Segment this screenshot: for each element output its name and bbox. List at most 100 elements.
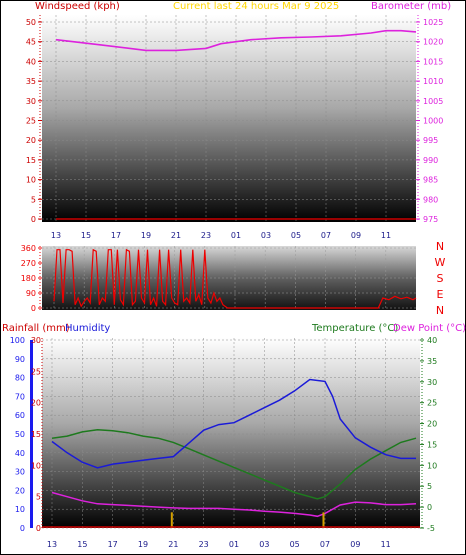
bottom-x-tick-label: 05 [290,540,300,549]
bottom-x-tick-label: 23 [199,540,209,549]
top-series [55,29,417,220]
barometer-tick-label: 1015 [423,57,443,66]
temperature-line [51,429,417,500]
humidity-tick-label: 10 [15,505,25,514]
humidity-tick-label: 40 [15,449,25,458]
direction-letter: N [436,240,444,253]
bottom-x-tick-label: 11 [381,540,391,549]
temp-humidity-panel: Rainfall (mm) Humidity Temperature (°C) … [2,323,466,549]
barometer-line [55,29,417,52]
direction-plot-area [42,246,416,310]
top-x-tick-label: 01 [231,231,241,240]
barometer-tick-label: 1000 [423,117,443,126]
humidity-tick-label: 80 [15,374,25,383]
temperature-tick-label: 35 [427,357,437,366]
temperature-tick-label: 30 [427,378,437,387]
rainfall-tick-label: 30 [31,336,41,345]
bottom-plot-area [42,338,420,528]
windspeed-tick-label: 15 [26,156,36,165]
top-x-tick-label: 05 [291,231,301,240]
top-x-tick-label: 07 [321,231,331,240]
rainfall-axis-label: Rainfall (mm) [2,323,70,334]
temperature-tick-label: 40 [427,336,437,345]
bottom-series [42,378,420,528]
direction-tick-label: 180 [21,274,36,283]
barometer-tick-label: 1020 [423,38,443,47]
chart-title: Current last 24 hours Mar 9 2025 [173,1,339,12]
humidity-ticks: 0 10 20 30 40 50 60 70 80 90 100 [10,336,25,533]
rainfall-tick-label: 5 [36,493,41,502]
top-x-tick-label: 23 [201,231,211,240]
rainfall-tick-label: 25 [31,367,41,376]
temperature-ticks: -5 0 5 10 15 20 25 30 35 40 [420,336,437,533]
direction-letter: E [437,288,444,301]
barometer-tick-label: 975 [423,215,438,224]
direction-tick-label: 0 [31,304,36,313]
bottom-x-tick-label: 01 [229,540,239,549]
temperature-tick-label: 25 [427,399,437,408]
bottom-x-ticks: 13 15 17 19 21 23 01 03 05 07 09 11 [47,540,391,549]
top-gridlines [42,15,416,222]
humidity-tick-label: 60 [15,411,25,420]
humidity-tick-label: 90 [15,355,25,364]
temperature-tick-label: 10 [427,461,437,470]
humidity-tick-label: 0 [20,524,25,533]
windspeed-tick-label: 20 [26,136,36,145]
rainfall-ticks: 0 5 10 15 20 25 30 [31,336,43,533]
rainfall-tick-label: 0 [36,524,41,533]
humidity-tick-label: 70 [15,392,25,401]
temperature-axis-label: Temperature (°C) [311,323,398,334]
top-x-ticks: 13 15 17 19 21 23 01 03 05 07 09 11 [51,231,391,240]
bottom-x-tick-label: 13 [47,540,57,549]
temperature-tick-label: 20 [427,420,437,429]
top-x-tick-label: 13 [51,231,61,240]
direction-series [53,248,417,309]
top-x-tick-label: 09 [351,231,361,240]
humidity-axis-bar [30,340,33,528]
humidity-axis-label: Humidity [65,323,110,334]
humidity-tick-label: 50 [15,430,25,439]
barometer-tick-label: 985 [423,176,438,185]
windspeed-tick-label: 30 [26,97,36,106]
direction-letter: N [436,304,444,317]
bottom-x-tick-label: 03 [259,540,269,549]
rainfall-tick-label: 15 [31,430,41,439]
barometer-tick-label: 1025 [423,18,443,27]
top-x-tick-label: 19 [141,231,151,240]
direction-tick-label: 270 [21,259,36,268]
rainfall-tick-label: 10 [31,461,41,470]
top-x-tick-label: 21 [171,231,181,240]
windspeed-tick-label: 40 [26,57,36,66]
windspeed-axis-label: Windspeed (kph) [35,1,120,12]
humidity-tick-label: 100 [10,336,25,345]
temperature-tick-label: 0 [427,503,432,512]
windspeed-tick-label: 45 [26,38,36,47]
barometer-tick-label: 980 [423,195,438,204]
direction-ticks: 360 270 180 90 0 [21,244,42,313]
temperature-tick-label: -5 [427,524,435,533]
direction-letter: W [435,256,446,269]
bottom-x-tick-label: 17 [108,540,118,549]
direction-gridlines [42,246,416,310]
windspeed-tick-label: 5 [31,195,36,204]
wind-direction-line [53,248,417,309]
humidity-tick-label: 20 [15,486,25,495]
bottom-x-tick-label: 15 [77,540,87,549]
barometer-tick-label: 1005 [423,97,443,106]
temperature-tick-label: 15 [427,440,437,449]
pressure-wind-panel: Windspeed (kph) Current last 24 hours Ma… [26,1,451,240]
barometer-tick-label: 995 [423,136,438,145]
rainfall-tick-label: 20 [31,399,41,408]
barometer-axis-label: Barometer (mb) [371,1,451,12]
barometer-tick-label: 990 [423,156,438,165]
top-x-tick-label: 03 [261,231,271,240]
top-x-tick-label: 15 [81,231,91,240]
bottom-x-tick-label: 21 [168,540,178,549]
windspeed-tick-label: 35 [26,77,36,86]
direction-tick-label: 90 [26,289,36,298]
windspeed-tick-label: 10 [26,176,36,185]
temperature-tick-label: 5 [427,482,432,491]
